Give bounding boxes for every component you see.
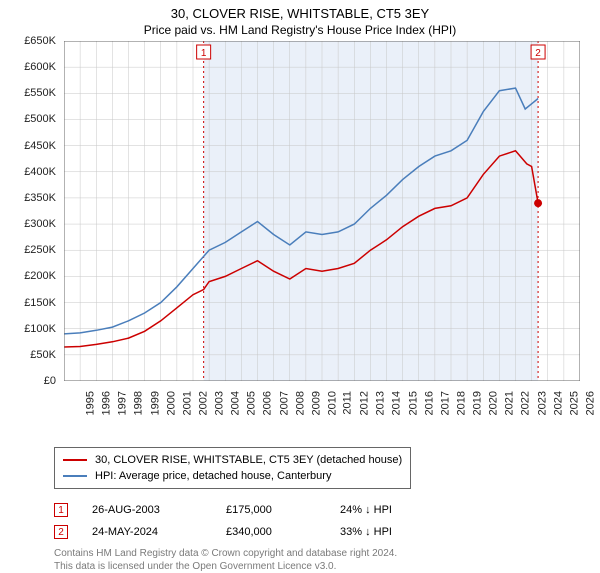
- x-tick-label: 2021: [504, 391, 516, 415]
- x-tick-label: 2000: [165, 391, 177, 415]
- svg-text:1: 1: [201, 48, 207, 59]
- x-tick-label: 2022: [520, 391, 532, 415]
- y-tick-label: £50K: [30, 349, 56, 361]
- sale-price: £340,000: [226, 521, 316, 543]
- y-tick-label: £650K: [24, 35, 56, 47]
- x-tick-label: 1995: [84, 391, 96, 415]
- footer: Contains HM Land Registry data © Crown c…: [54, 547, 590, 573]
- sales-table: 1 26-AUG-2003 £175,000 24% ↓ HPI 2 24-MAY-202…: [54, 499, 590, 543]
- y-tick-label: £350K: [24, 192, 56, 204]
- x-tick-label: 2005: [246, 391, 258, 415]
- x-tick-label: 2012: [359, 391, 371, 415]
- y-tick-label: £100K: [24, 323, 56, 335]
- legend-label: HPI: Average price, detached house, Cant…: [95, 468, 331, 484]
- chart-subtitle: Price paid vs. HM Land Registry's House …: [10, 23, 590, 37]
- x-tick-label: 2025: [568, 391, 580, 415]
- x-tick-label: 2014: [391, 391, 403, 415]
- x-tick-label: 2003: [213, 391, 225, 415]
- x-tick-label: 1999: [149, 391, 161, 415]
- y-tick-label: £300K: [24, 218, 56, 230]
- footer-line-2: This data is licensed under the Open Gov…: [54, 560, 590, 573]
- footer-line-1: Contains HM Land Registry data © Crown c…: [54, 547, 590, 560]
- sale-vs-hpi: 24% ↓ HPI: [340, 499, 392, 521]
- sale-vs-hpi: 33% ↓ HPI: [340, 521, 392, 543]
- x-tick-label: 1997: [117, 391, 129, 415]
- sale-date: 26-AUG-2003: [92, 499, 202, 521]
- y-tick-label: £600K: [24, 61, 56, 73]
- sale-marker-icon: 1: [54, 503, 68, 517]
- x-tick-label: 2018: [455, 391, 467, 415]
- x-tick-label: 2011: [342, 391, 354, 415]
- legend-swatch: [63, 459, 87, 461]
- x-tick-label: 2016: [423, 391, 435, 415]
- svg-text:2: 2: [535, 48, 541, 59]
- chart-title: 30, CLOVER RISE, WHITSTABLE, CT5 3EY: [10, 6, 590, 21]
- sale-price: £175,000: [226, 499, 316, 521]
- x-tick-label: 2010: [326, 391, 338, 415]
- y-tick-label: £450K: [24, 140, 56, 152]
- plot-area: 12 £0£50K£100K£150K£200K£250K£300K£350K£…: [20, 41, 580, 411]
- chart-container: 30, CLOVER RISE, WHITSTABLE, CT5 3EY Pri…: [0, 0, 600, 560]
- legend-item: 30, CLOVER RISE, WHITSTABLE, CT5 3EY (de…: [63, 452, 402, 468]
- sale-date: 24-MAY-2024: [92, 521, 202, 543]
- sale-marker-icon: 2: [54, 525, 68, 539]
- x-tick-label: 2026: [584, 391, 596, 415]
- y-tick-label: £400K: [24, 166, 56, 178]
- x-tick-label: 2020: [488, 391, 500, 415]
- x-tick-label: 2001: [181, 391, 193, 415]
- x-tick-label: 2002: [197, 391, 209, 415]
- y-tick-label: £0: [44, 375, 56, 387]
- x-tick-label: 2007: [278, 391, 290, 415]
- x-tick-label: 2024: [552, 391, 564, 415]
- legend-label: 30, CLOVER RISE, WHITSTABLE, CT5 3EY (de…: [95, 452, 402, 468]
- x-tick-label: 1998: [133, 391, 145, 415]
- x-tick-label: 2013: [375, 391, 387, 415]
- chart-svg: 12: [64, 41, 580, 381]
- legend-item: HPI: Average price, detached house, Cant…: [63, 468, 402, 484]
- sale-row: 1 26-AUG-2003 £175,000 24% ↓ HPI: [54, 499, 590, 521]
- x-tick-label: 2004: [230, 391, 242, 415]
- y-tick-label: £500K: [24, 113, 56, 125]
- y-tick-label: £550K: [24, 87, 56, 99]
- x-tick-label: 2006: [262, 391, 274, 415]
- x-tick-label: 2009: [310, 391, 322, 415]
- legend: 30, CLOVER RISE, WHITSTABLE, CT5 3EY (de…: [54, 447, 411, 489]
- x-tick-label: 2023: [536, 391, 548, 415]
- y-tick-label: £200K: [24, 270, 56, 282]
- legend-swatch: [63, 475, 87, 477]
- x-tick-label: 2008: [294, 391, 306, 415]
- x-tick-label: 1996: [101, 391, 113, 415]
- y-tick-label: £150K: [24, 297, 56, 309]
- x-tick-label: 2015: [407, 391, 419, 415]
- y-tick-label: £250K: [24, 244, 56, 256]
- sale-row: 2 24-MAY-2024 £340,000 33% ↓ HPI: [54, 521, 590, 543]
- x-tick-label: 2017: [439, 391, 451, 415]
- x-tick-label: 2019: [471, 391, 483, 415]
